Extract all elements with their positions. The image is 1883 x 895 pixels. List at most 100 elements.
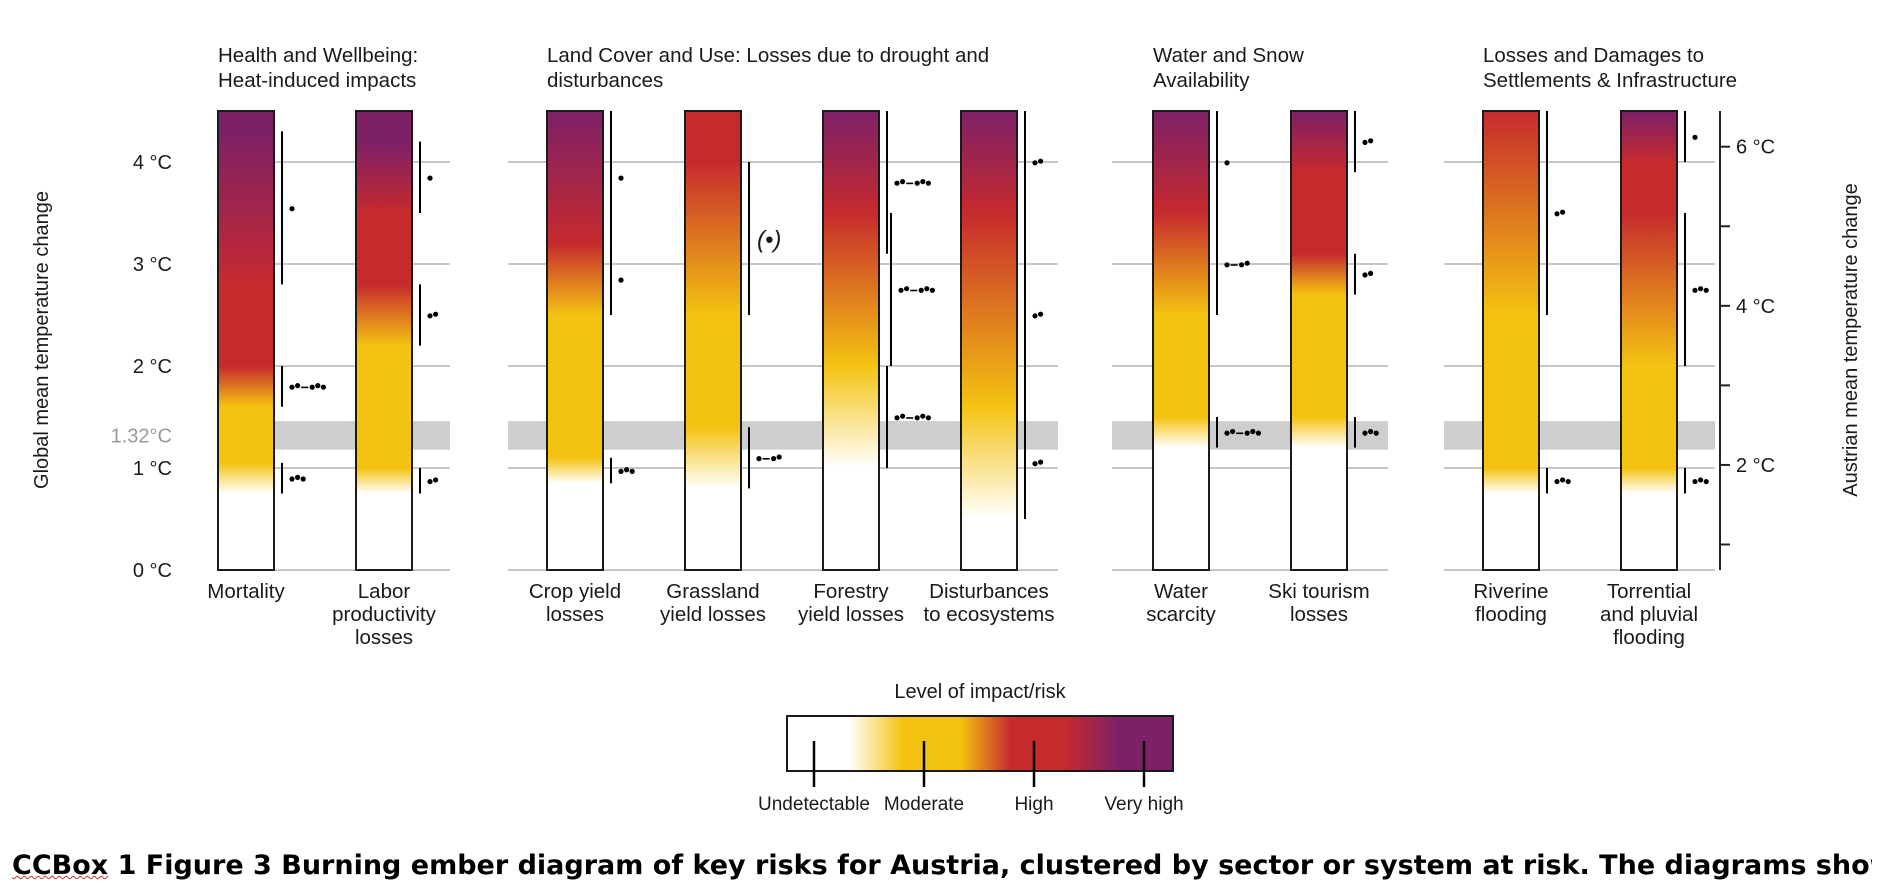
confidence-dot [1038,311,1044,317]
confidence-dot [427,313,433,319]
confidence-dot [427,478,433,485]
ember-label: Grassland [666,580,759,603]
confidence-dot [1692,478,1698,485]
confidence-dot [1244,430,1250,436]
cluster-1: Health and Wellbeing:Heat-induced impact… [207,44,439,649]
ember-bar [546,110,604,571]
confidence-dot [309,384,315,390]
confidence-dot [1368,270,1374,276]
legend-layer: Level of impact/risk Undetectable Moderate… [758,681,1184,815]
burning-ember-chart: 0 °C 1 °C 2 °C 3 °C 4 °C 1.32°C Global mean te… [31,44,1862,815]
observed-warming-label: 1.32°C [111,425,172,447]
confidence-dot [914,415,920,421]
ember-bar [1482,110,1540,571]
confidence-dot [295,383,301,389]
legend-title: Level of impact/risk [894,681,1066,703]
ember-label: Water [1154,580,1208,603]
cluster-title: Availability [1153,69,1250,92]
confidence-dot [1362,430,1368,436]
confidence-dot [898,287,904,293]
confidence-dot [1032,313,1038,319]
confidence-dot [618,175,624,181]
confidence-dot [904,286,910,292]
confidence-dot [320,384,326,390]
confidence-dot [1362,139,1368,145]
confidence-dot [315,383,321,389]
confidence-dot [1554,478,1560,485]
confidence-dot [1698,286,1704,292]
y-tick-label: 2 °C [133,356,172,378]
legend-level-label: Moderate [884,794,964,815]
confidence-dot [618,277,624,283]
confidence-dot [1698,477,1704,483]
confidence-dot [771,456,777,462]
ember-bar [1290,110,1348,571]
axes-layer: 0 °C 1 °C 2 °C 3 °C 4 °C 1.32°C Global mean te… [31,111,1862,582]
cluster-title: Water and Snow [1153,44,1304,67]
caption-text: 1 Figure 3 Burning ember diagram of key … [108,850,1872,881]
confidence-dot [1224,262,1230,268]
ember-label: and pluvial [1600,603,1698,626]
caption-label: CCBox [12,850,109,881]
cluster-2: Land Cover and Use: Losses due to drough… [529,44,1055,626]
confidence-dot [1230,428,1236,435]
legend-level-label: High [1014,794,1053,815]
ember-bar [1152,110,1210,571]
ember-label: productivity [332,603,436,626]
confidence-dot [900,413,906,419]
ember-label: losses [355,626,413,649]
ember-label: yield losses [660,603,766,626]
legend-colorbar [786,715,1174,772]
confidence-dot [1554,211,1560,217]
confidence-dot [1255,430,1261,436]
ember-bar [684,110,742,571]
confidence-label: (•) [757,227,781,254]
confidence-dot [1224,430,1230,436]
confidence-dot [289,476,295,482]
confidence-dot [1703,287,1709,293]
confidence-dot [929,287,936,293]
confidence-dot [1692,287,1698,293]
confidence-dot [629,468,635,474]
ember-label: losses [546,603,604,626]
confidence-dot [1692,134,1698,140]
cluster-title: Settlements & Infrastructure [1483,69,1737,92]
confidence-dot [925,415,932,421]
ember-bar [217,110,275,571]
confidence-dot [1038,459,1044,465]
cluster-title: disturbances [547,69,663,92]
ember-label: Disturbances [929,580,1049,603]
ember-label: flooding [1475,603,1547,626]
confidence-dot [924,286,930,292]
ember-bar [822,110,880,571]
confidence-dot [925,180,932,186]
ember-label: Forestry [813,580,889,603]
ember-bar [355,110,413,571]
ember-label: Crop yield [529,580,621,603]
ember-label: flooding [1613,626,1685,649]
confidence-dot [1560,209,1566,215]
right-axis-title: Austrian mean temperature change [1840,183,1862,497]
ember-label: Riverine [1473,580,1548,603]
confidence-dot [894,180,900,186]
ember-label: yield losses [798,603,904,626]
confidence-dot [1703,478,1709,485]
confidence-dot [1368,428,1374,435]
right-axis-tick-label: 2 °C [1736,455,1775,477]
y-axis-title: Global mean temperature change [31,191,53,489]
ember-bar [960,110,1018,571]
confidence-dot [289,384,295,390]
legend-level-label: Undetectable [758,794,870,815]
cluster-title: Land Cover and Use: Losses due to drough… [547,44,989,67]
ember-label: Ski tourism [1268,580,1369,603]
confidence-dot [1032,461,1038,467]
y-tick-label: 3 °C [133,254,172,276]
legend-level-label: Very high [1104,794,1183,815]
ember-label: scarcity [1146,603,1216,626]
